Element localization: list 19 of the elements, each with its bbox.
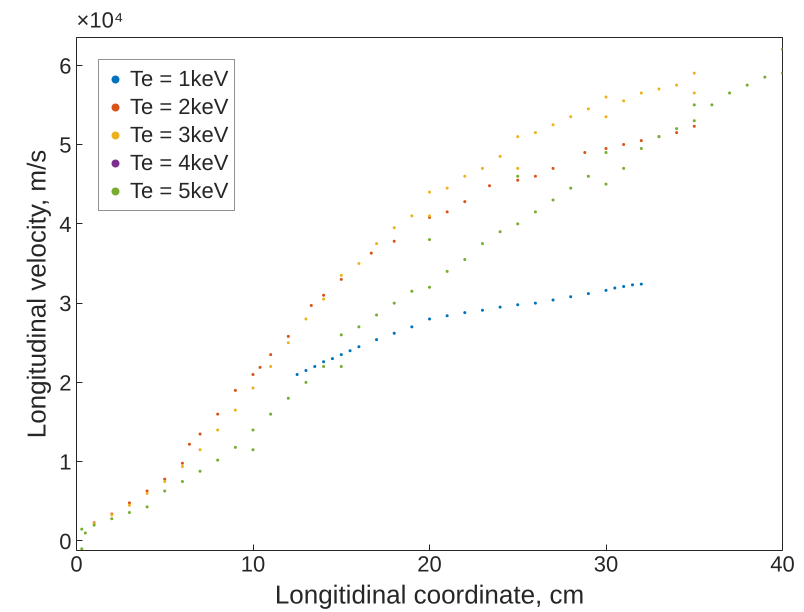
x-tick-label: 30 xyxy=(594,552,618,576)
y-tick-label: 4 xyxy=(59,212,72,237)
legend-label: Te = 5keV xyxy=(130,178,228,204)
x-axis-title: Longitidinal coordinate, cm xyxy=(274,580,584,610)
y-tick-label: 6 xyxy=(59,53,72,78)
y-tick-label: 3 xyxy=(59,291,72,316)
y-tick-label: 2 xyxy=(59,370,72,396)
y-tick-label: 0 xyxy=(59,528,72,554)
legend-label: Te = 1keV xyxy=(130,66,228,92)
text: ×10⁴ xyxy=(76,8,124,32)
x-tick-label: 10 xyxy=(240,552,266,576)
x-tick-label: 20 xyxy=(417,552,442,576)
legend-label: Te = 4keV xyxy=(130,150,228,176)
legend-label: Te = 3keV xyxy=(130,122,228,148)
x-tick-label: 40 xyxy=(770,552,795,576)
y-tick-label: 1 xyxy=(59,450,72,475)
y-axis-title: Longitudinal velocity, m/s xyxy=(21,150,52,438)
legend-label: Te = 2keV xyxy=(130,94,228,120)
y-tick-label: 5 xyxy=(59,132,72,158)
